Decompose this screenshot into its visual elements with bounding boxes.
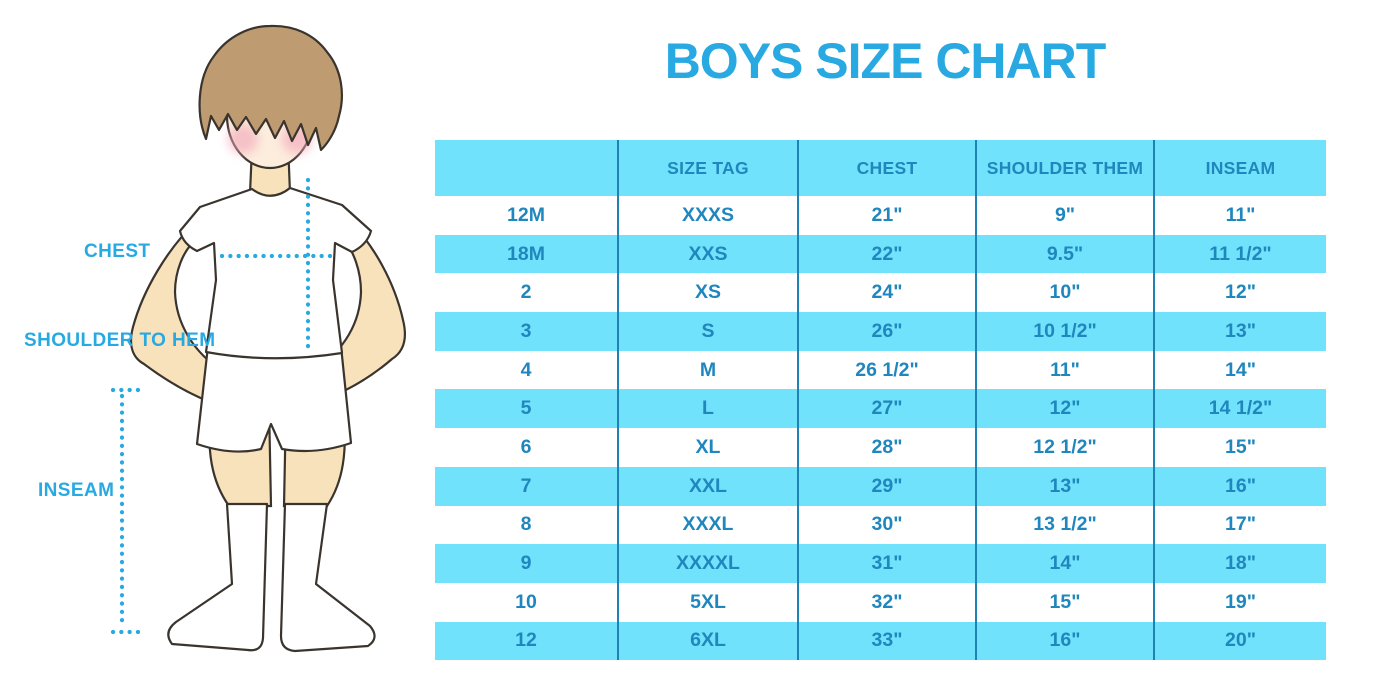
table-cell: 13" bbox=[976, 466, 1155, 506]
table-cell: XXXL bbox=[618, 505, 799, 545]
table-cell: 12M bbox=[435, 196, 619, 235]
table-cell: 13" bbox=[1154, 312, 1326, 351]
table-cell: 20" bbox=[1154, 621, 1326, 661]
boy-illustration bbox=[110, 24, 407, 653]
header-cell: INSEAM bbox=[1154, 140, 1326, 196]
table-cell: 12 1/2" bbox=[976, 428, 1155, 467]
table-cell: 6 bbox=[435, 428, 619, 467]
table-cell: 24" bbox=[798, 273, 977, 313]
table-row: 18M XXS 22" 9.5" 11 1/2" bbox=[435, 234, 1326, 274]
header-row: SIZE TAG CHEST SHOULDER THEM INSEAM bbox=[435, 140, 1326, 196]
table-cell: 12 bbox=[435, 621, 619, 661]
table-cell: 14" bbox=[976, 544, 1155, 583]
measurement-dotted-lines bbox=[110, 177, 337, 635]
boy-hair bbox=[198, 24, 343, 152]
boy-shorts bbox=[195, 344, 353, 453]
header-cell: CHEST bbox=[798, 140, 977, 196]
table-cell: 14" bbox=[1225, 358, 1256, 381]
table-cell: 10" bbox=[976, 273, 1155, 313]
table-cell: 32" bbox=[798, 582, 977, 622]
table-row: 5 L 27" 12" 14 1/2" bbox=[435, 389, 1326, 429]
table-cell: 18M bbox=[435, 234, 619, 274]
table-cell: 22" bbox=[798, 234, 977, 274]
table-row: 3 S 26" 10 1/2" 13" bbox=[435, 312, 1326, 351]
boy-socks bbox=[167, 502, 376, 653]
table-cell: 16" bbox=[1154, 466, 1326, 506]
table-cell: 10 1/2" bbox=[976, 312, 1155, 351]
table-row: 9 XXXXL 31" 14" 18" bbox=[435, 544, 1326, 583]
table-cell: 9" bbox=[976, 196, 1155, 235]
table-cell: 7 bbox=[435, 466, 619, 506]
table-row: 12 6XL 33" 16" 20" bbox=[435, 621, 1326, 661]
table-cell: 26" bbox=[798, 312, 977, 351]
chest-label: CHEST bbox=[84, 241, 151, 262]
shoulder-to-hem-label: SHOULDER TO HEM bbox=[24, 330, 216, 351]
table-cell: L bbox=[618, 389, 799, 429]
table-cell: 5XL bbox=[618, 582, 799, 622]
table-cell: XS bbox=[618, 273, 799, 313]
table-cell: 12" bbox=[976, 389, 1155, 429]
size-table: SIZE TAG CHEST SHOULDER THEM INSEAM 12M XXXS 2… bbox=[435, 140, 1326, 661]
table-cell: 15" bbox=[1225, 435, 1256, 458]
table-cell: 28" bbox=[798, 428, 977, 467]
table-cell: 26 1/2" bbox=[798, 350, 977, 390]
boy-shirt bbox=[178, 186, 373, 360]
table-cell: 5 bbox=[435, 389, 619, 429]
table-cell: XXS bbox=[618, 234, 799, 274]
inseam-label: INSEAM bbox=[38, 480, 115, 501]
table-cell: 9 bbox=[435, 544, 619, 583]
table-cell: 3 bbox=[435, 312, 619, 351]
table-cell: 11" bbox=[1225, 203, 1256, 226]
table-cell: 13 1/2" bbox=[976, 505, 1155, 545]
table-cell: 6XL bbox=[618, 621, 799, 661]
table-cell: 4 bbox=[435, 350, 619, 390]
table-cell: 8 bbox=[435, 505, 619, 545]
table-cell: 15" bbox=[976, 582, 1155, 622]
table-row: 2 XS 24" 10" 12" bbox=[435, 273, 1326, 313]
table-row: 6 XL 28" 12 1/2" 15" bbox=[435, 428, 1326, 467]
table-cell: XXXXL bbox=[618, 544, 799, 583]
table-cell: 27" bbox=[798, 389, 977, 429]
table-cell: 11 1/2" bbox=[1154, 234, 1326, 274]
table-row: 8 XXXL 30" 13 1/2" 17" bbox=[435, 505, 1326, 545]
table-cell: 16" bbox=[976, 621, 1155, 661]
table-row: 4 M 26 1/2" 11" 14" bbox=[435, 350, 1326, 390]
table-cell: 12" bbox=[1225, 281, 1256, 304]
table-cell: 29" bbox=[798, 466, 977, 506]
table-cell: 33" bbox=[798, 621, 977, 661]
table-cell: XXL bbox=[618, 466, 799, 506]
table-cell: 2 bbox=[435, 273, 619, 313]
table-cell: 17" bbox=[1225, 513, 1256, 536]
table-cell: XL bbox=[618, 428, 799, 467]
table-cell: S bbox=[618, 312, 799, 351]
table-cell: 19" bbox=[1225, 590, 1256, 613]
table-cell: 14 1/2" bbox=[1154, 389, 1326, 429]
table-cell: 30" bbox=[798, 505, 977, 545]
table-cell: XXXS bbox=[618, 196, 799, 235]
header-cell: SIZE TAG bbox=[618, 140, 799, 196]
table-cell: 11" bbox=[976, 350, 1155, 390]
header-cell bbox=[435, 140, 619, 196]
table-cell: 21" bbox=[798, 196, 977, 235]
table-row: 12M XXXS 21" 9" 11" bbox=[435, 196, 1326, 235]
header-cell: SHOULDER THEM bbox=[976, 140, 1155, 196]
table-cell: 10 bbox=[435, 582, 619, 622]
table-cell: M bbox=[618, 350, 799, 390]
measurement-figure: CHEST SHOULDER TO HEM INSEAM bbox=[0, 0, 445, 700]
table-row: 7 XXL 29" 13" 16" bbox=[435, 466, 1326, 506]
page-title: BOYS SIZE CHART bbox=[664, 33, 1107, 89]
table-cell: 9.5" bbox=[976, 234, 1155, 274]
table-cell: 31" bbox=[798, 544, 977, 583]
table-cell: 18" bbox=[1154, 544, 1326, 583]
table-row: 10 5XL 32" 15" 19" bbox=[435, 582, 1326, 622]
